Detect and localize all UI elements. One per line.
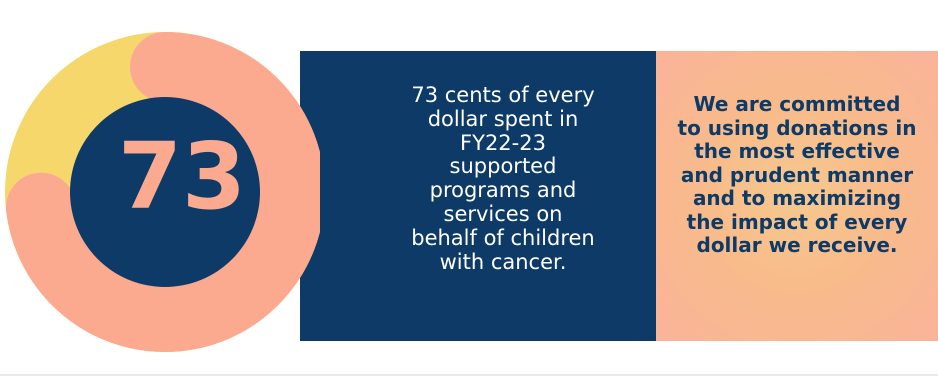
statement-text: 73 cents of every dollar spent in FY22-2… [411,83,595,274]
donut-segment-programs [5,32,320,352]
center-value: 73 [117,123,247,230]
donut-center [70,97,260,287]
divider [0,374,938,376]
commitment-panel [656,51,938,341]
statement-panel [300,51,657,341]
donut-chart [5,32,320,352]
commitment-text: We are committed to using donations in t… [677,92,917,257]
